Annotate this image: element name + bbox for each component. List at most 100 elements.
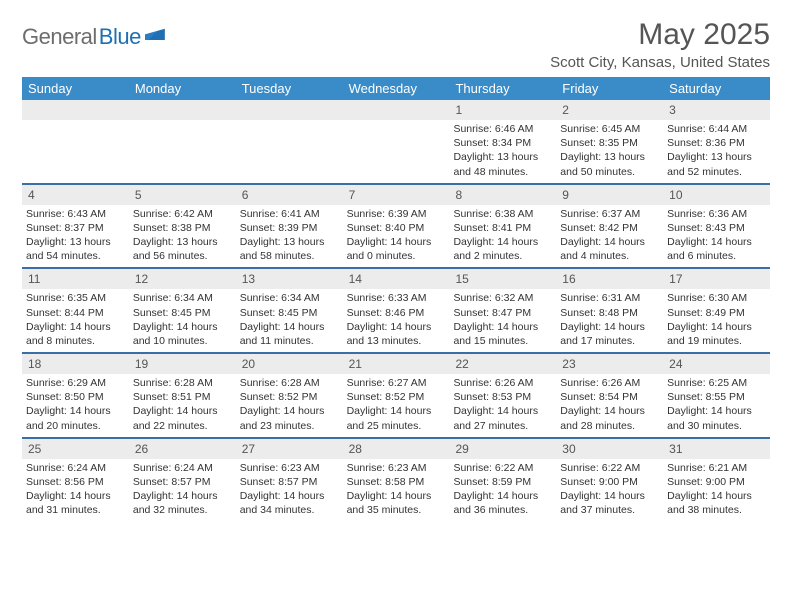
daylight-text: Daylight: 14 hours and 38 minutes. [667,489,766,517]
sunrise-text: Sunrise: 6:30 AM [667,291,766,305]
calendar-week: 25Sunrise: 6:24 AMSunset: 8:56 PMDayligh… [22,437,770,522]
sunset-text: Sunset: 8:46 PM [347,306,446,320]
sunrise-text: Sunrise: 6:23 AM [347,461,446,475]
calendar-day [236,100,343,183]
day-details: Sunrise: 6:41 AMSunset: 8:39 PMDaylight:… [236,205,343,268]
daylight-text: Daylight: 14 hours and 22 minutes. [133,404,232,432]
calendar-day: 2Sunrise: 6:45 AMSunset: 8:35 PMDaylight… [556,100,663,183]
day-number: 7 [343,185,450,205]
sunset-text: Sunset: 8:56 PM [26,475,125,489]
day-details [236,120,343,126]
sunrise-text: Sunrise: 6:26 AM [453,376,552,390]
sunrise-text: Sunrise: 6:21 AM [667,461,766,475]
calendar-day: 10Sunrise: 6:36 AMSunset: 8:43 PMDayligh… [663,185,770,268]
sunrise-text: Sunrise: 6:35 AM [26,291,125,305]
day-details: Sunrise: 6:45 AMSunset: 8:35 PMDaylight:… [556,120,663,183]
calendar: SundayMondayTuesdayWednesdayThursdayFrid… [22,77,770,521]
daylight-text: Daylight: 13 hours and 56 minutes. [133,235,232,263]
day-details: Sunrise: 6:29 AMSunset: 8:50 PMDaylight:… [22,374,129,437]
calendar-day: 16 Sunrise: 6:31 AMSunset: 8:48 PMDayligh… [556,269,663,352]
sunset-text: Sunset: 8:34 PM [453,136,552,150]
daylight-text: Daylight: 14 hours and 17 minutes. [560,320,659,348]
sunrise-text: Sunrise: 6:28 AM [133,376,232,390]
day-number: 13 [236,269,343,289]
sunset-text: Sunset: 8:35 PM [560,136,659,150]
day-details: Sunrise: 6:27 AMSunset: 8:52 PMDaylight:… [343,374,450,437]
daylight-text: Daylight: 14 hours and 23 minutes. [240,404,339,432]
daylight-text: Daylight: 14 hours and 25 minutes. [347,404,446,432]
day-number: 23 [556,354,663,374]
sunset-text: Sunset: 8:39 PM [240,221,339,235]
sunrise-text: Sunrise: 6:31 AM [560,291,659,305]
flag-icon [145,26,165,40]
day-number: 3 [663,100,770,120]
calendar-day: 27Sunrise: 6:23 AMSunset: 8:57 PMDayligh… [236,439,343,522]
sunrise-text: Sunrise: 6:44 AM [667,122,766,136]
sunrise-text: Sunrise: 6:38 AM [453,207,552,221]
sunset-text: Sunset: 8:48 PM [560,306,659,320]
day-details: Sunrise: 6:28 AMSunset: 8:51 PMDaylight:… [129,374,236,437]
day-number: 28 [343,439,450,459]
calendar-day: 8Sunrise: 6:38 AMSunset: 8:41 PMDaylight… [449,185,556,268]
day-details: Sunrise: 6:30 AMSunset: 8:49 PMDaylight:… [663,289,770,352]
day-number: 24 [663,354,770,374]
sunrise-text: Sunrise: 6:27 AM [347,376,446,390]
day-details: Sunrise: 6:23 AMSunset: 8:57 PMDaylight:… [236,459,343,522]
daylight-text: Daylight: 13 hours and 50 minutes. [560,150,659,178]
calendar-day: 20Sunrise: 6:28 AMSunset: 8:52 PMDayligh… [236,354,343,437]
day-details: Sunrise: 6:33 AMSunset: 8:46 PMDaylight:… [343,289,450,352]
calendar-day: 1Sunrise: 6:46 AMSunset: 8:34 PMDaylight… [449,100,556,183]
day-number: 16 [556,269,663,289]
day-details: Sunrise: 6:34 AMSunset: 8:45 PMDaylight:… [236,289,343,352]
day-details: Sunrise: 6:43 AMSunset: 8:37 PMDaylight:… [22,205,129,268]
calendar-day [343,100,450,183]
daylight-text: Daylight: 14 hours and 2 minutes. [453,235,552,263]
day-details: Sunrise: 6:24 AMSunset: 8:56 PMDaylight:… [22,459,129,522]
daylight-text: Daylight: 14 hours and 6 minutes. [667,235,766,263]
day-number: 20 [236,354,343,374]
daylight-text: Daylight: 14 hours and 34 minutes. [240,489,339,517]
sunset-text: Sunset: 8:59 PM [453,475,552,489]
sunset-text: Sunset: 8:41 PM [453,221,552,235]
sunset-text: Sunset: 8:47 PM [453,306,552,320]
sunset-text: Sunset: 8:52 PM [347,390,446,404]
daylight-text: Daylight: 14 hours and 13 minutes. [347,320,446,348]
title-block: May 2025 Scott City, Kansas, United Stat… [550,18,770,71]
day-number: 10 [663,185,770,205]
sunset-text: Sunset: 8:44 PM [26,306,125,320]
daylight-text: Daylight: 13 hours and 52 minutes. [667,150,766,178]
sunset-text: Sunset: 8:55 PM [667,390,766,404]
sunrise-text: Sunrise: 6:33 AM [347,291,446,305]
day-number: 27 [236,439,343,459]
calendar-day: 14Sunrise: 6:33 AMSunset: 8:46 PMDayligh… [343,269,450,352]
calendar-day: 4Sunrise: 6:43 AMSunset: 8:37 PMDaylight… [22,185,129,268]
calendar-day: 19Sunrise: 6:28 AMSunset: 8:51 PMDayligh… [129,354,236,437]
day-details: Sunrise: 6:26 AMSunset: 8:53 PMDaylight:… [449,374,556,437]
day-number: 21 [343,354,450,374]
daylight-text: Daylight: 14 hours and 27 minutes. [453,404,552,432]
sunset-text: Sunset: 8:36 PM [667,136,766,150]
sunset-text: Sunset: 8:51 PM [133,390,232,404]
daylight-text: Daylight: 14 hours and 4 minutes. [560,235,659,263]
calendar-week: 4Sunrise: 6:43 AMSunset: 8:37 PMDaylight… [22,183,770,268]
day-number: 29 [449,439,556,459]
calendar-week: 11 Sunrise: 6:35 AMSunset: 8:44 PM Dayligh… [22,267,770,352]
daylight-text: Daylight: 14 hours and 32 minutes. [133,489,232,517]
day-details [129,120,236,126]
calendar-day: 6Sunrise: 6:41 AMSunset: 8:39 PMDaylight… [236,185,343,268]
daylight-text: Daylight: 13 hours and 58 minutes. [240,235,339,263]
day-number: 5 [129,185,236,205]
sunrise-text: Sunrise: 6:43 AM [26,207,125,221]
day-details [22,120,129,126]
day-number: 11 [22,269,129,289]
weekday-header: Saturday [663,77,770,100]
sunrise-text: Sunrise: 6:24 AM [133,461,232,475]
daylight-text: Daylight: 14 hours and 35 minutes. [347,489,446,517]
sunset-text: Sunset: 8:54 PM [560,390,659,404]
daylight-text: Daylight: 14 hours and 15 minutes. [453,320,552,348]
sunrise-text: Sunrise: 6:42 AM [133,207,232,221]
calendar-week: 18Sunrise: 6:29 AMSunset: 8:50 PMDayligh… [22,352,770,437]
calendar-day: 25Sunrise: 6:24 AMSunset: 8:56 PMDayligh… [22,439,129,522]
brand-part2: Blue [99,24,141,50]
sunset-text: Sunset: 9:00 PM [667,475,766,489]
